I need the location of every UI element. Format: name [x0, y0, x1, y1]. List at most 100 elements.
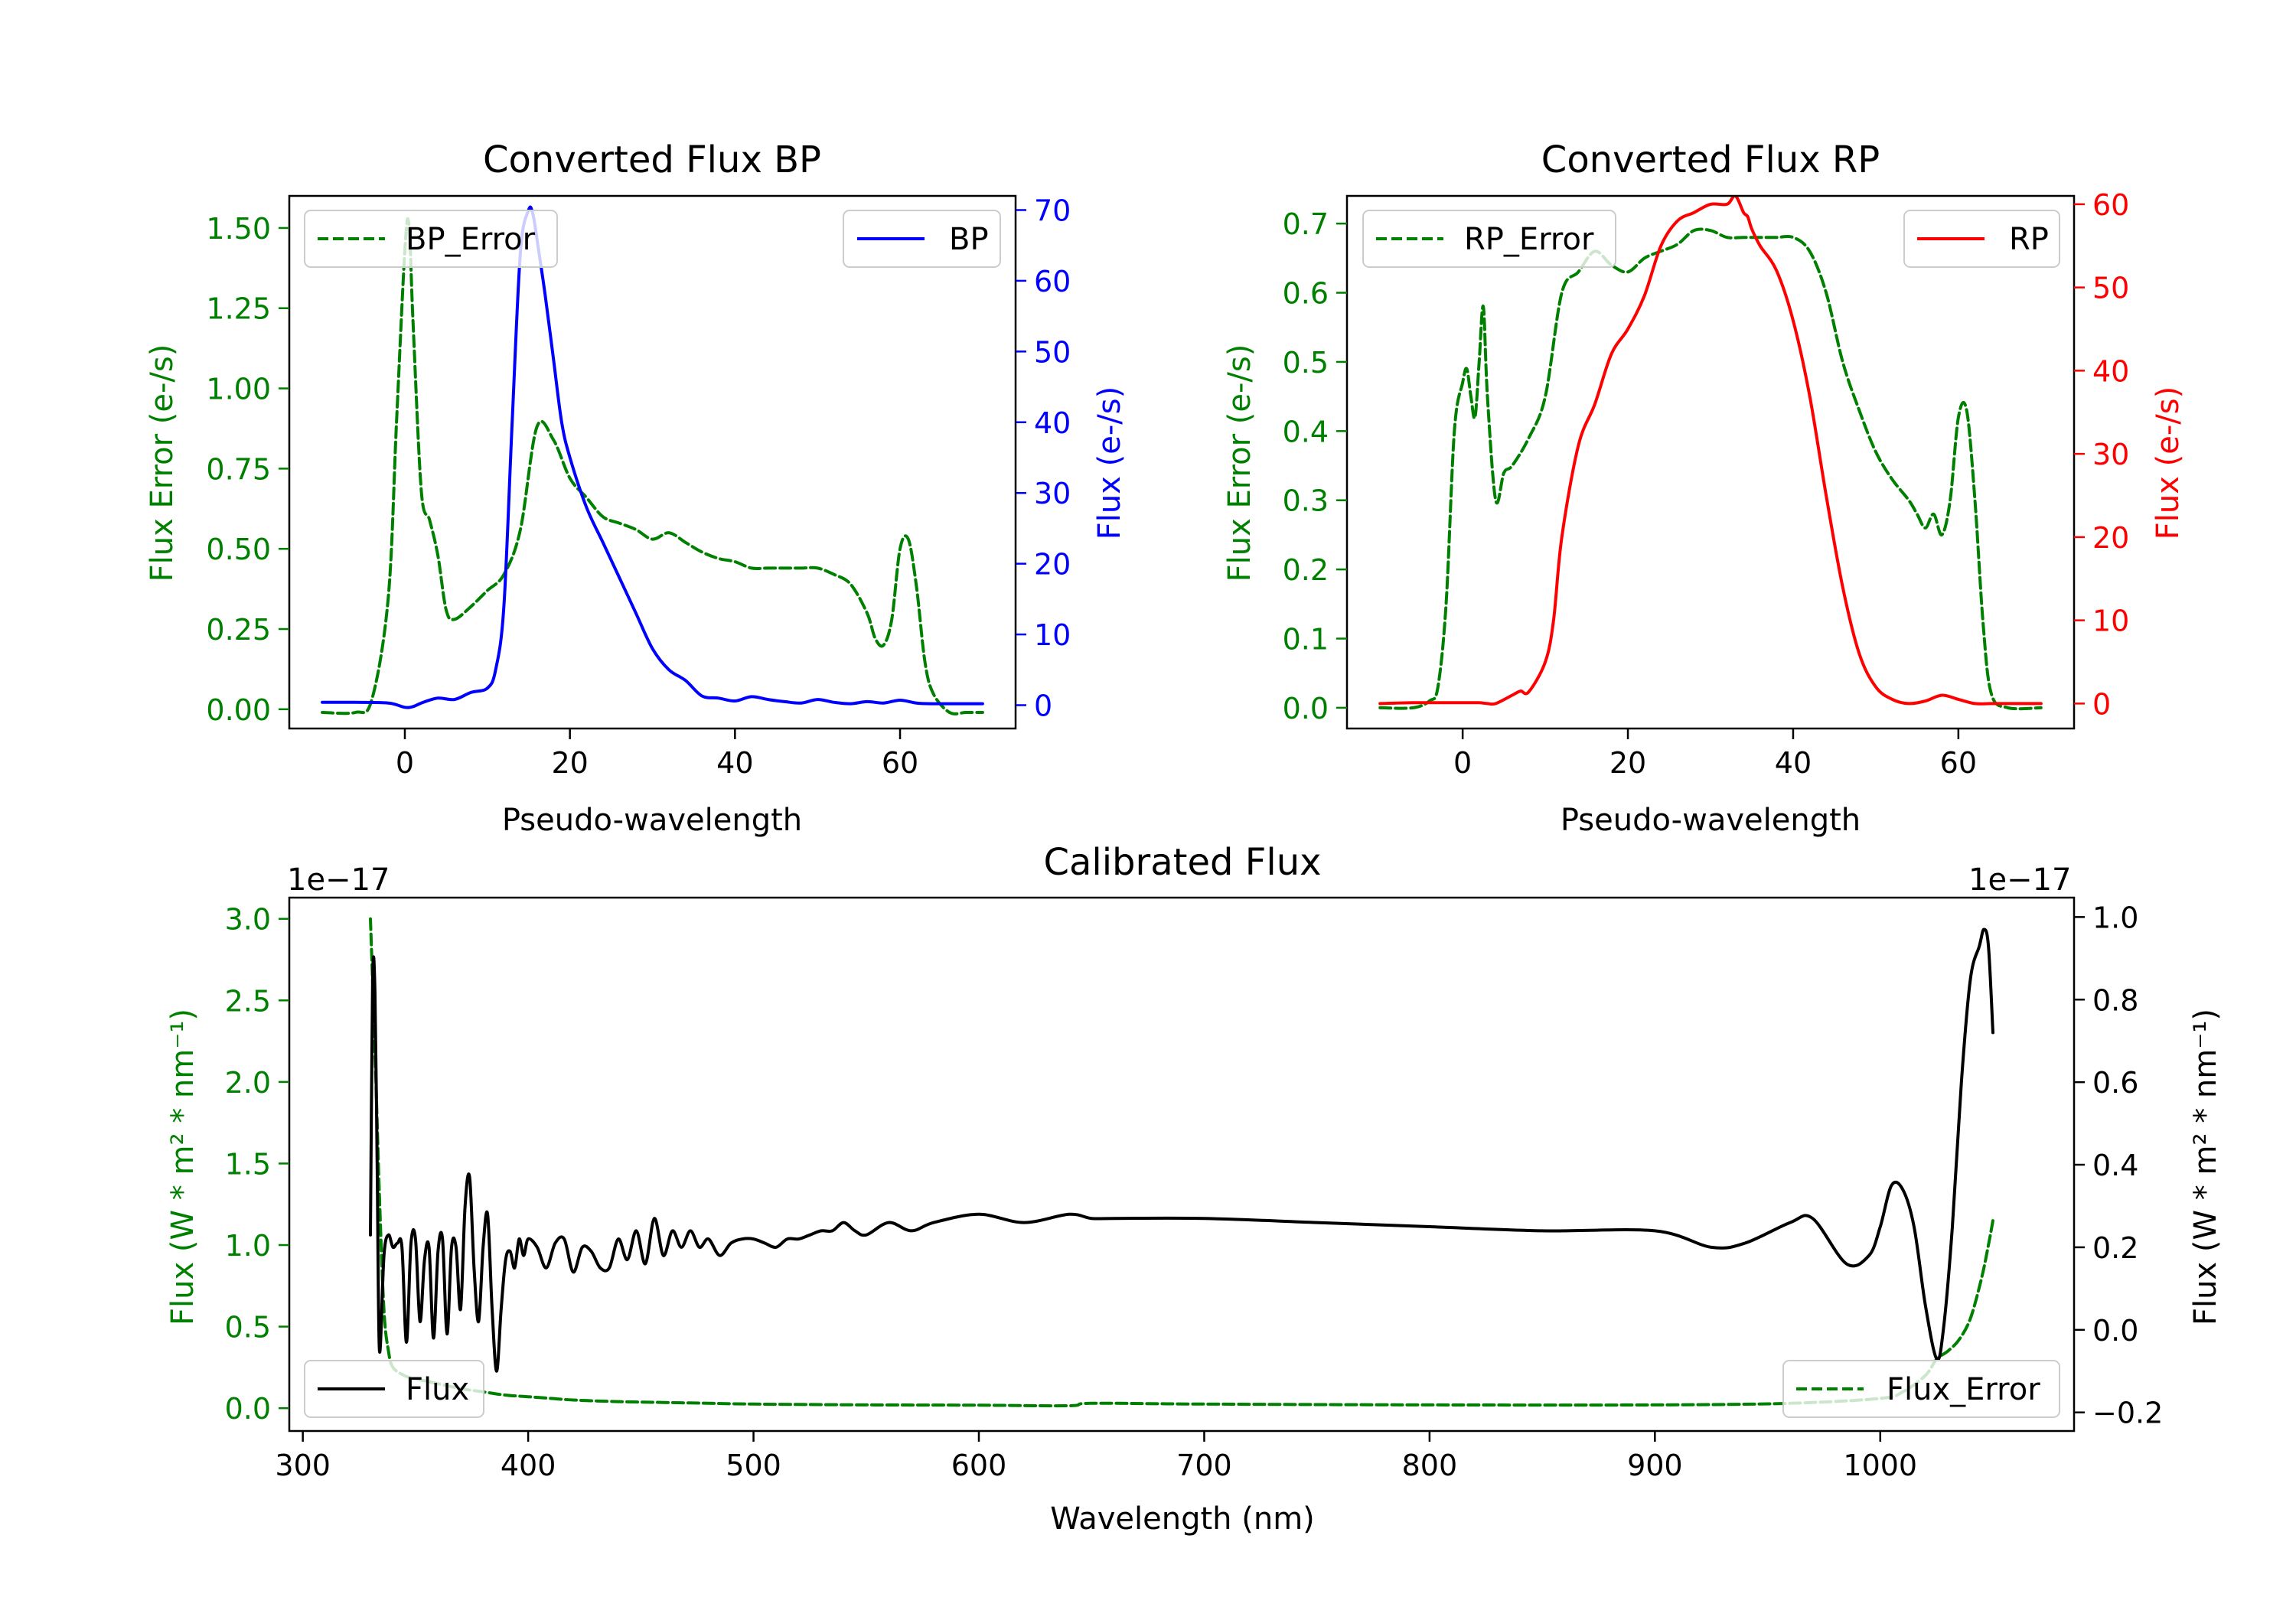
cal-left-y-tick-label: 0.0	[225, 1392, 271, 1426]
cal-legend-left-label: Flux	[406, 1372, 469, 1407]
rp-series-group	[1378, 196, 2043, 711]
cal-x-tick-label: 600	[951, 1449, 1007, 1482]
bp-legend-left-label: BP_Error	[406, 222, 536, 257]
bp-right-y-tick-label: 30	[1034, 477, 1071, 510]
rp-right-y-tick-label: 10	[2092, 605, 2129, 638]
rp-series-rp-error-line	[1378, 227, 2043, 711]
cal-left-y-tick-label: 2.5	[225, 984, 271, 1018]
bp-left-y-tick-label: 0.00	[206, 693, 271, 727]
bp-x-tick-label: 60	[882, 746, 918, 780]
rp-x-label: Pseudo-wavelength	[1561, 803, 1861, 838]
bp-right-y-tick-label: 70	[1034, 194, 1071, 227]
rp-left-y-tick-label: 0.6	[1283, 277, 1329, 311]
bp-right-y-tick-label: 20	[1034, 548, 1071, 582]
cal-x-tick-label: 1000	[1843, 1449, 1917, 1482]
rp-legend-right-label: RP	[2009, 222, 2049, 257]
cal-left-y-tick-label: 2.0	[225, 1066, 271, 1100]
bp-x-label: Pseudo-wavelength	[502, 803, 802, 838]
cal-legend-left: Flux	[304, 1360, 484, 1418]
cal-right-offset: 1e−17	[1968, 862, 2071, 898]
bp-title: Converted Flux BP	[483, 139, 821, 181]
cal-right-y-tick-label: 0.6	[2092, 1066, 2138, 1100]
rp-right-y-tick-label: 0	[2092, 687, 2111, 721]
cal-x-tick-label: 400	[501, 1449, 556, 1482]
rp-legend-left: RP_Error	[1362, 210, 1616, 268]
rp-left-y-tick-label: 0.5	[1283, 346, 1329, 380]
calibrated-panel: Calibrated Flux Wavelength (nm) 1e−17 1e…	[165, 841, 2223, 1537]
bp-right-y-tick-label: 50	[1034, 335, 1071, 369]
bp-legend-right: BP	[843, 210, 1001, 268]
bp-x-tick-label: 40	[716, 746, 753, 780]
cal-x-tick-label: 900	[1627, 1449, 1683, 1482]
cal-right-y-tick-label: 0.2	[2092, 1231, 2138, 1265]
cal-right-y-tick-label: −0.2	[2092, 1397, 2163, 1430]
cal-x-tick-label: 500	[726, 1449, 781, 1482]
rp-x-tick-label: 20	[1609, 746, 1646, 780]
bp-x-tick-label: 0	[396, 746, 414, 780]
bp-left-y-tick-label: 1.00	[206, 373, 271, 406]
bp-left-y-tick-label: 0.50	[206, 533, 271, 566]
bp-left-y-tick-label: 1.25	[206, 292, 271, 326]
rp-left-y-tick-label: 0.1	[1283, 622, 1329, 656]
rp-right-y-tick-label: 50	[2092, 272, 2129, 305]
cal-left-y-tick-label: 1.5	[225, 1147, 271, 1181]
bp-legend-left: BP_Error	[304, 210, 558, 268]
rp-right-y-label: Flux (e-/s)	[2151, 386, 2186, 539]
rp-left-y-tick-label: 0.2	[1283, 553, 1329, 587]
cal-left-y-tick-label: 3.0	[225, 903, 271, 937]
cal-left-y-tick-label: 1.0	[225, 1229, 271, 1263]
cal-right-y-tick-label: 1.0	[2092, 901, 2138, 934]
bp-right-y-tick-label: 0	[1034, 689, 1052, 722]
cal-left-y-tick-label: 0.5	[225, 1311, 271, 1345]
bp-series-bp-line	[321, 205, 984, 709]
bp-left-y-tick-label: 0.25	[206, 613, 271, 647]
rp-right-y-tick-label: 20	[2092, 521, 2129, 555]
cal-right-y-tick-label: 0.8	[2092, 983, 2138, 1017]
bp-x-tick-label: 20	[551, 746, 588, 780]
rp-title: Converted Flux RP	[1541, 139, 1880, 181]
rp-left-y-tick-label: 0.7	[1283, 207, 1329, 241]
rp-right-y-tick-label: 60	[2092, 188, 2129, 222]
bp-left-y-tick-label: 1.50	[206, 212, 271, 246]
cal-x-tick-label: 300	[275, 1449, 331, 1482]
rp-left-y-tick-label: 0.0	[1283, 692, 1329, 725]
rp-x-tick-label: 60	[1940, 746, 1977, 780]
rp-left-y-tick-label: 0.4	[1283, 415, 1329, 448]
rp-right-y-tick-label: 40	[2092, 354, 2129, 388]
bp-legend-left-box	[304, 210, 558, 268]
cal-title: Calibrated Flux	[1043, 841, 1321, 884]
cal-x-label: Wavelength (nm)	[1050, 1501, 1315, 1537]
bp-left-y-label: Flux Error (e-/s)	[145, 344, 180, 582]
rp-frame	[1345, 194, 2076, 730]
cal-legend-right: Flux_Error	[1782, 1360, 2060, 1418]
rp-right-y-tick-label: 30	[2092, 438, 2129, 471]
cal-left-y-label: Flux (W * m² * nm⁻¹)	[165, 1009, 201, 1325]
rp-x-tick-label: 0	[1453, 746, 1472, 780]
rp-legend-right: RP	[1903, 210, 2060, 268]
cal-right-y-tick-label: 0.4	[2092, 1149, 2138, 1182]
bp-legend-right-label: BP	[949, 222, 989, 257]
cal-x-tick-label: 800	[1402, 1449, 1458, 1482]
bp-left-y-tick-label: 0.75	[206, 452, 271, 486]
cal-right-y-label: Flux (W * m² * nm⁻¹)	[2188, 1009, 2223, 1325]
cal-legend-right-label: Flux_Error	[1887, 1372, 2040, 1407]
cal-left-offset: 1e−17	[287, 862, 390, 898]
rp-left-y-tick-label: 0.3	[1283, 484, 1329, 518]
bp-right-y-label: Flux (e-/s)	[1092, 386, 1127, 539]
cal-legend-right-box	[1782, 1360, 2060, 1418]
rp-panel: Converted Flux RP Pseudo-wavelength Flux…	[1222, 139, 2186, 838]
rp-x-tick-label: 40	[1775, 746, 1812, 780]
bp-right-y-tick-label: 10	[1034, 618, 1071, 652]
bp-panel: Converted Flux BP Pseudo-wavelength Flux…	[145, 139, 1127, 838]
rp-plot: 0 20 40 60 0.0 0.1 0.2 0.3 0.4 0.5 0.6 0.7 0 10 20 30 40…	[1283, 188, 2130, 780]
bp-plot: 0 20 40 60 0.00 0.25 0.50 0.75 1.00 1.25 1.50 0 10 20…	[206, 194, 1071, 780]
rp-left-y-label: Flux Error (e-/s)	[1222, 344, 1257, 582]
bp-frame	[288, 194, 1017, 730]
bp-right-y-tick-label: 40	[1034, 406, 1071, 440]
cal-legend-left-box	[304, 1360, 484, 1418]
bp-right-y-tick-label: 60	[1034, 265, 1071, 298]
cal-series-flux-line	[369, 927, 1994, 1373]
rp-legend-left-box	[1362, 210, 1616, 268]
rp-series-rp-line	[1378, 196, 2043, 706]
